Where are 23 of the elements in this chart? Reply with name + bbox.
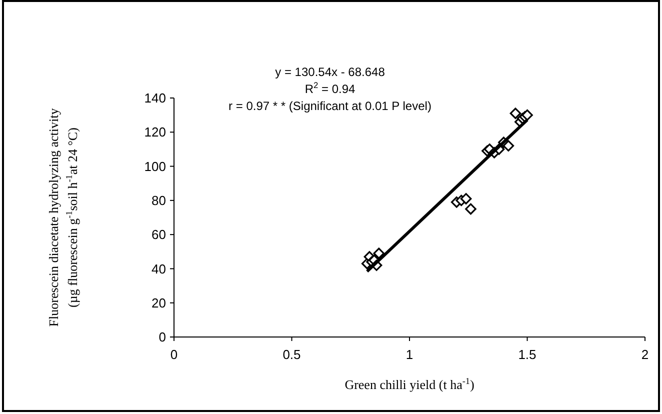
y-tick-label: 40	[152, 261, 166, 276]
y-tick-label: 0	[158, 330, 166, 345]
x-tick-label: 1	[406, 347, 414, 362]
y-tick-label: 120	[144, 124, 166, 140]
y-tick-label: 60	[152, 227, 166, 242]
point	[465, 203, 476, 215]
x-tick-label: 0.5	[282, 347, 301, 362]
x-tick-label: 1.5	[518, 347, 536, 362]
point	[460, 193, 472, 204]
x-tick-label: 0	[170, 347, 178, 362]
text: R$^{2}$ = 0.94	[304, 80, 356, 96]
point	[510, 108, 522, 120]
y-tick-label: 100	[144, 158, 166, 174]
x-axis-title: Green chilli yield (t ha$^{-1}$)	[344, 376, 474, 392]
point	[502, 140, 514, 152]
y-tick-label: 80	[152, 192, 166, 208]
text: y = 130.54x - 68.648	[275, 65, 386, 79]
x-tick-label: 2	[641, 347, 649, 362]
point	[522, 109, 533, 121]
y-tick-label: 20	[152, 295, 166, 310]
annotation: r = 0.97 * * (Significant at 0.01 P level)	[228, 99, 432, 113]
y-tick-label: 140	[144, 90, 166, 106]
point	[373, 248, 385, 259]
